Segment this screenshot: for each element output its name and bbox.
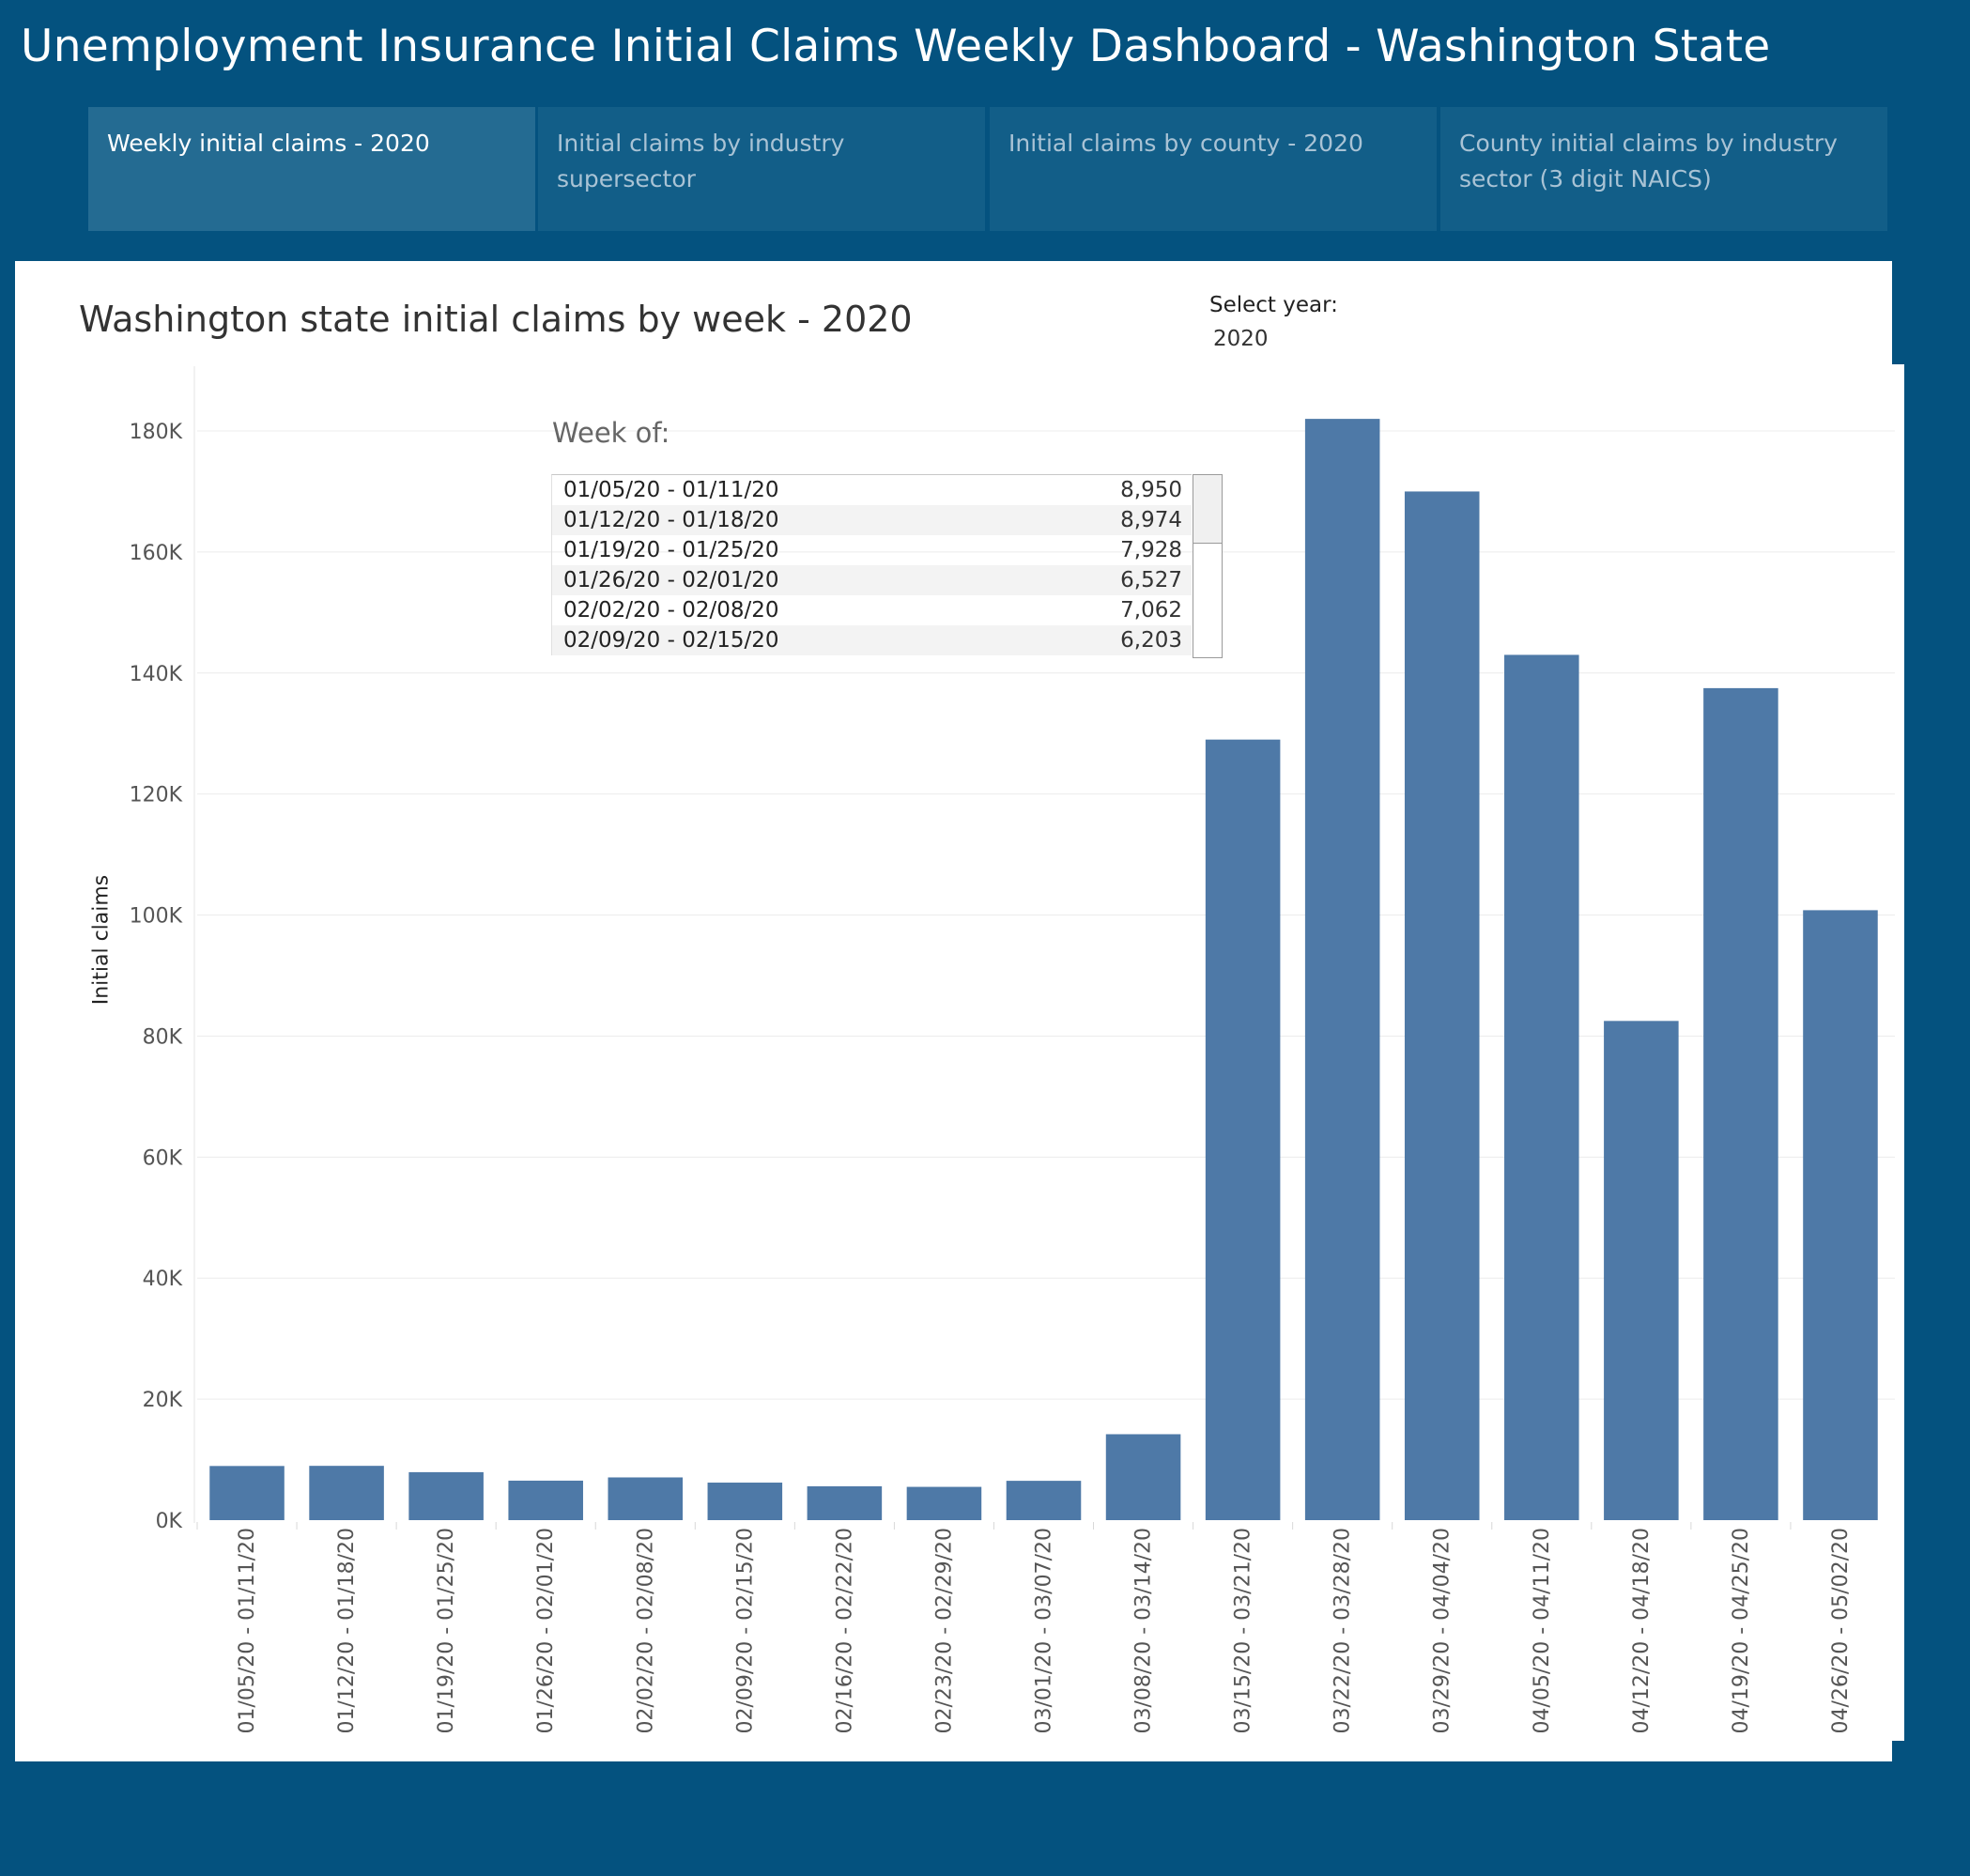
y-tick-label: 100K — [130, 905, 183, 929]
select-year-label: Select year: — [1209, 293, 1338, 317]
y-tick-label: 180K — [130, 421, 183, 444]
x-tick-label: 03/01/20 - 03/07/20 — [1033, 1528, 1056, 1734]
x-tick-label: 01/12/20 - 01/18/20 — [335, 1528, 359, 1734]
bar — [807, 1485, 883, 1520]
bar — [1803, 910, 1878, 1520]
week-filter-list: 01/05/20 - 01/11/20 8,950 01/12/20 - 01/… — [551, 474, 1192, 655]
week-claims-value: 8,974 — [1120, 508, 1182, 532]
dashboard-tabs: Weekly initial claims - 2020 Initial cla… — [88, 107, 1887, 231]
x-tick-label: 01/26/20 - 02/01/20 — [534, 1528, 558, 1734]
bar — [1105, 1434, 1181, 1520]
week-filter-row[interactable]: 02/09/20 - 02/15/20 6,203 — [552, 625, 1192, 655]
x-tick-label: 02/16/20 - 02/22/20 — [833, 1528, 856, 1734]
x-tick-label: 03/29/20 - 04/04/20 — [1431, 1528, 1454, 1734]
panel-notch — [1892, 261, 1920, 364]
week-range: 01/12/20 - 01/18/20 — [563, 508, 779, 532]
scrollbar-thumb[interactable] — [1193, 475, 1222, 544]
tab-county-claims-by-industry-sector[interactable]: County initial claims by industry sector… — [1440, 107, 1887, 231]
y-tick-label: 40K — [143, 1268, 183, 1291]
week-filter-row[interactable]: 01/05/20 - 01/11/20 8,950 — [552, 475, 1192, 505]
bar — [1006, 1481, 1082, 1520]
week-claims-value: 7,062 — [1120, 598, 1182, 623]
select-year-dropdown[interactable]: 2020 — [1213, 327, 1269, 351]
bar — [408, 1471, 484, 1520]
week-range: 01/05/20 - 01/11/20 — [563, 478, 779, 502]
bar — [1304, 419, 1380, 1521]
x-tick-label: 04/12/20 - 04/18/20 — [1630, 1528, 1654, 1734]
app-title: Unemployment Insurance Initial Claims We… — [21, 21, 1771, 72]
week-claims-value: 6,527 — [1120, 568, 1182, 592]
week-claims-value: 6,203 — [1120, 628, 1182, 653]
tab-claims-by-county[interactable]: Initial claims by county - 2020 — [990, 107, 1437, 231]
bar — [1504, 654, 1579, 1520]
bar — [906, 1486, 982, 1520]
x-tick-label: 01/19/20 - 01/25/20 — [435, 1528, 458, 1734]
bar — [1703, 687, 1778, 1520]
y-tick-label: 160K — [130, 542, 183, 565]
bar — [707, 1483, 783, 1520]
chart-title: Washington state initial claims by week … — [79, 299, 913, 340]
week-range: 01/19/20 - 01/25/20 — [563, 538, 779, 562]
x-tick-label: 02/23/20 - 02/29/20 — [932, 1528, 956, 1734]
y-tick-label: 60K — [143, 1146, 183, 1170]
y-tick-label: 80K — [143, 1025, 183, 1049]
week-filter-row[interactable]: 01/26/20 - 02/01/20 6,527 — [552, 565, 1192, 595]
x-tick-label: 02/09/20 - 02/15/20 — [733, 1528, 757, 1734]
bar — [209, 1466, 285, 1520]
week-filter-title: Week of: — [552, 417, 670, 449]
x-tick-label: 04/26/20 - 05/02/20 — [1829, 1528, 1853, 1734]
y-tick-label: 140K — [130, 663, 183, 686]
y-tick-label: 120K — [130, 784, 183, 807]
week-range: 01/26/20 - 02/01/20 — [563, 568, 779, 592]
week-claims-value: 8,950 — [1120, 478, 1182, 502]
week-list-scrollbar[interactable] — [1193, 474, 1223, 658]
x-tick-label: 03/15/20 - 03/21/20 — [1232, 1528, 1255, 1734]
x-tick-label: 02/02/20 - 02/08/20 — [634, 1528, 657, 1734]
bar — [1205, 739, 1281, 1520]
bar — [309, 1466, 384, 1520]
bar — [608, 1477, 684, 1520]
week-range: 02/02/20 - 02/08/20 — [563, 598, 779, 623]
bar — [1404, 491, 1480, 1520]
x-tick-label: 03/08/20 - 03/14/20 — [1132, 1528, 1156, 1734]
x-tick-label: 03/22/20 - 03/28/20 — [1331, 1528, 1355, 1734]
week-filter-row[interactable]: 01/19/20 - 01/25/20 7,928 — [552, 535, 1192, 565]
x-tick-label: 04/19/20 - 04/25/20 — [1730, 1528, 1753, 1734]
y-tick-label: 20K — [143, 1389, 183, 1412]
week-filter-row[interactable]: 02/02/20 - 02/08/20 7,062 — [552, 595, 1192, 625]
week-filter-row[interactable]: 01/12/20 - 01/18/20 8,974 — [552, 505, 1192, 535]
tab-claims-by-industry-supersector[interactable]: Initial claims by industry supersector — [538, 107, 985, 231]
panel-edge — [1885, 364, 1904, 1741]
y-tick-label: 0K — [156, 1510, 183, 1533]
x-tick-label: 01/05/20 - 01/11/20 — [236, 1528, 259, 1734]
bar — [508, 1480, 583, 1520]
bar — [1604, 1021, 1679, 1520]
week-claims-value: 7,928 — [1120, 538, 1182, 562]
week-range: 02/09/20 - 02/15/20 — [563, 628, 779, 653]
x-tick-label: 04/05/20 - 04/11/20 — [1531, 1528, 1554, 1734]
tab-weekly-initial-claims[interactable]: Weekly initial claims - 2020 — [88, 107, 535, 231]
